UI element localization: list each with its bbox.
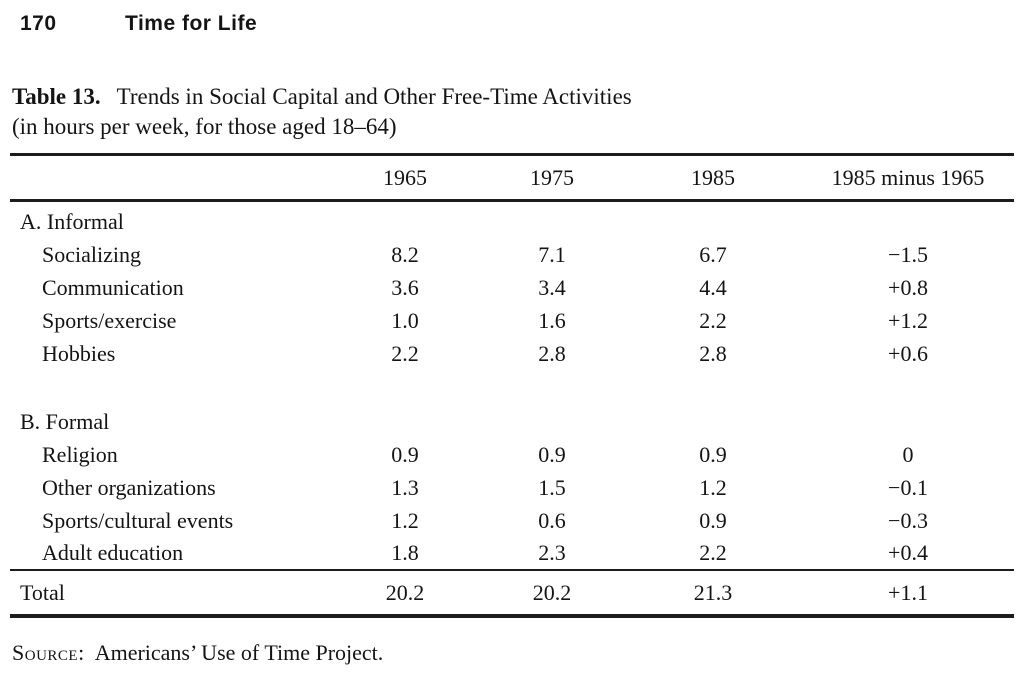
cell-1985: 2.2 [699,307,727,333]
section-a-heading-row: A. Informal [10,201,1014,239]
cell-1975: 2.3 [538,540,566,565]
running-title: Time for Life [125,12,258,35]
cell-1985: 1.2 [699,474,727,500]
row-label: Other organizations [42,474,216,500]
source-label: Source: [12,640,85,665]
cell-1975: 3.4 [538,274,566,300]
table-row-sports-exercise: Sports/exercise 1.0 1.6 2.2 +1.2 [10,304,1014,337]
table-header-row: 1965 1975 1985 1985 minus 1965 [10,155,1014,201]
cell-1985: 4.4 [699,274,727,300]
cell-1975: 1.5 [538,474,566,500]
cell-1965: 8.2 [391,241,419,267]
table-row-socializing: Socializing 8.2 7.1 6.7 −1.5 [10,238,1014,271]
table-row-hobbies: Hobbies 2.2 2.8 2.8 +0.6 [10,337,1014,370]
row-label: Religion [42,441,118,467]
cell-diff: 0 [902,441,914,467]
cell-1975: 7.1 [538,241,566,267]
source-text: Americans’ Use of Time Project. [94,640,384,665]
col-header-1985: 1985 [691,164,735,190]
cell-1965: 1.2 [391,507,419,533]
cell-diff: +0.8 [888,274,928,300]
cell-diff: +1.1 [888,579,928,605]
section-gap [10,370,1014,402]
table-row-sports-cultural-events: Sports/cultural events 1.2 0.6 0.9 −0.3 [10,504,1014,537]
cell-1965: 1.0 [391,307,419,333]
caption-line-1: Table 13. Trends in Social Capital and Ot… [12,82,1014,112]
cell-1985: 21.3 [693,579,733,605]
cell-1975: 0.9 [538,441,566,467]
trends-table: 1965 1975 1985 1985 minus 1965 A. Inform… [10,153,1014,618]
cell-1985: 2.2 [699,540,727,565]
section-b-heading-row: B. Formal [10,402,1014,438]
section-a-heading: A. Informal [20,209,124,234]
table-row-adult-education: Adult education 1.8 2.3 2.2 +0.4 [10,537,1014,570]
caption-label: Table 13. [12,84,101,109]
source-note: Source: Americans’ Use of Time Project. [12,640,1014,666]
cell-diff: −0.3 [888,507,928,533]
cell-diff: +0.6 [888,340,928,366]
section-b-heading: B. Formal [20,409,110,434]
table-row-total: Total 20.2 20.2 21.3 +1.1 [10,570,1014,616]
row-label: Sports/cultural events [42,507,234,533]
row-label: Socializing [42,241,141,267]
cell-1965: 0.9 [391,441,419,467]
col-header-1965: 1965 [383,164,427,190]
table-row-other-organizations: Other organizations 1.3 1.5 1.2 −0.1 [10,471,1014,504]
cell-1965: 1.8 [391,540,419,565]
cell-1965: 3.6 [391,274,419,300]
cell-1975: 1.6 [538,307,566,333]
row-label: Sports/exercise [42,307,177,333]
row-label: Communication [42,274,184,300]
caption-subtitle: (in hours per week, for those aged 18–64… [12,114,397,139]
cell-1975: 2.8 [538,340,566,366]
cell-1985: 0.9 [699,441,727,467]
cell-1975: 0.6 [538,507,566,533]
cell-1975: 20.2 [532,579,572,605]
running-head: 170 Time for Life [20,12,1014,36]
total-label: Total [20,579,65,605]
cell-1985: 0.9 [699,507,727,533]
cell-diff: −1.5 [888,241,928,267]
cell-1985: 2.8 [699,340,727,366]
col-header-1975: 1975 [530,164,574,190]
caption-title: Trends in Social Capital and Other Free-… [116,84,632,109]
row-label: Adult education [42,540,184,565]
cell-1965: 20.2 [385,579,425,605]
col-header-1985-minus-1965: 1985 minus 1965 [831,164,985,190]
cell-1985: 6.7 [699,241,727,267]
page-number: 170 [20,12,57,35]
cell-1965: 2.2 [391,340,419,366]
table-caption: Table 13. Trends in Social Capital and Ot… [12,82,1014,142]
cell-diff: +0.4 [888,540,928,565]
cell-diff: −0.1 [888,474,928,500]
table-row-religion: Religion 0.9 0.9 0.9 0 [10,438,1014,471]
row-label: Hobbies [42,340,116,366]
cell-diff: +1.2 [888,307,928,333]
header-empty-cell [10,155,330,201]
cell-1965: 1.3 [391,474,419,500]
table-row-communication: Communication 3.6 3.4 4.4 +0.8 [10,271,1014,304]
